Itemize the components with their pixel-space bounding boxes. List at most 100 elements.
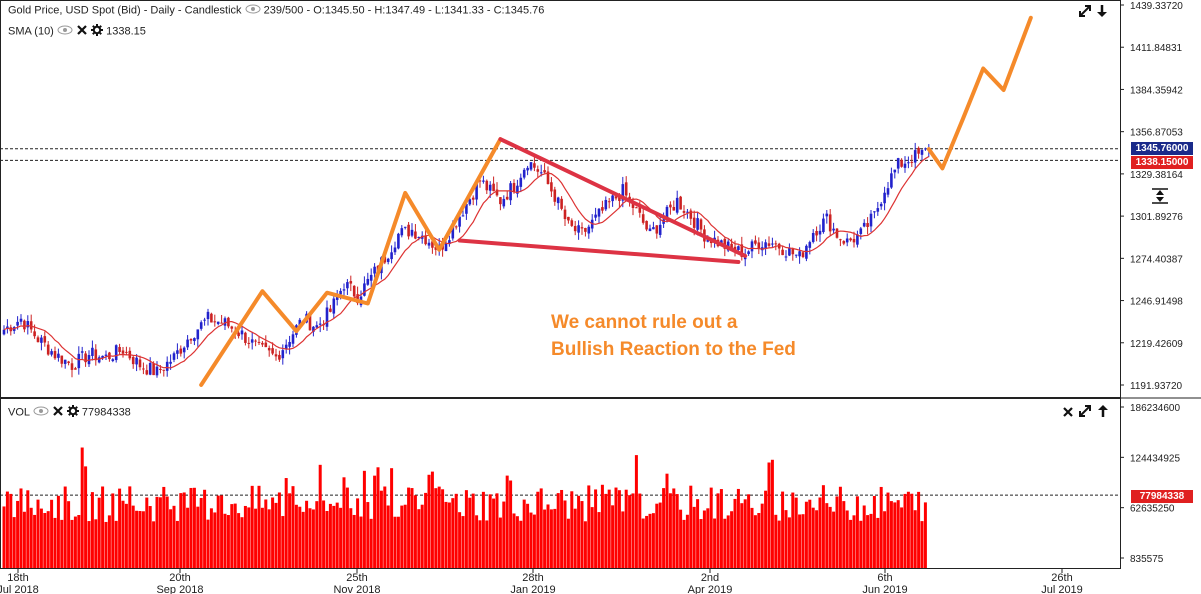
- candle-body: [247, 342, 251, 344]
- candle-body: [169, 361, 172, 364]
- y-tick-label: 1301.89276: [1130, 212, 1183, 223]
- candle-body: [856, 234, 859, 245]
- volume-bar: [315, 501, 319, 568]
- volume-bar: [672, 488, 676, 568]
- candle-body: [148, 362, 152, 375]
- candle-body: [811, 232, 815, 242]
- volume-bar: [325, 510, 329, 568]
- candle-body: [696, 218, 699, 230]
- volume-bar: [277, 492, 281, 568]
- volume-bar: [624, 489, 628, 568]
- volume-bar: [301, 511, 305, 568]
- volume-bar: [464, 490, 468, 568]
- volume-bar: [264, 499, 268, 568]
- candle-body: [560, 198, 563, 209]
- volume-bars: [2, 447, 927, 568]
- candle-body: [516, 185, 519, 194]
- volume-bar: [67, 501, 71, 568]
- candle-body: [461, 215, 465, 217]
- volume-bar: [16, 500, 20, 568]
- last-close-tag: 1345.76000: [1131, 142, 1193, 155]
- volume-bar: [808, 499, 812, 568]
- candle-body: [631, 201, 635, 209]
- candle-body: [210, 313, 213, 323]
- candle-body: [342, 289, 346, 291]
- volume-bar: [689, 485, 693, 568]
- expand-icon[interactable]: [1078, 4, 1092, 23]
- candle-body: [308, 312, 312, 331]
- volume-bar: [886, 492, 890, 568]
- volume-bar: [80, 447, 84, 568]
- volume-bar: [713, 518, 717, 568]
- candle-body: [410, 229, 414, 236]
- gear-icon[interactable]: [91, 24, 104, 39]
- candle-body: [468, 199, 472, 205]
- candle-body: [512, 183, 516, 192]
- volume-y-tick-label: 62635250: [1130, 504, 1175, 515]
- candle-body: [70, 363, 74, 370]
- drawings[interactable]: [199, 15, 1033, 387]
- candle-body: [750, 241, 754, 252]
- volume-bar: [604, 493, 608, 568]
- expand-icon[interactable]: [1078, 404, 1092, 423]
- candle-body: [434, 246, 438, 250]
- candle-body: [665, 206, 669, 218]
- volume-bar: [396, 516, 400, 568]
- candle-body: [832, 228, 835, 231]
- arrow-up-icon[interactable]: [1097, 404, 1109, 423]
- scale-handle[interactable]: [1150, 186, 1170, 211]
- candle-body: [896, 158, 900, 169]
- candle-body: [36, 337, 40, 343]
- volume-bar: [509, 480, 513, 568]
- candle-body: [601, 207, 604, 211]
- volume-bar: [60, 519, 64, 568]
- volume-bar: [386, 505, 390, 568]
- volume-bar: [311, 509, 315, 568]
- close-icon[interactable]: [1062, 405, 1074, 423]
- volume-bar: [757, 513, 761, 568]
- sma-tag: 1338.15000: [1131, 156, 1193, 169]
- eye-icon[interactable]: [33, 406, 49, 419]
- volume-bar: [434, 488, 438, 568]
- candle-body: [638, 207, 642, 213]
- volume-bar: [172, 505, 176, 568]
- candle-body: [502, 198, 506, 207]
- candle-body: [553, 189, 557, 202]
- candle-body: [883, 192, 886, 204]
- volume-bar: [70, 519, 74, 568]
- volume-bar: [342, 477, 346, 568]
- candle-body: [903, 163, 907, 168]
- candle-body: [424, 236, 427, 245]
- close-icon[interactable]: [76, 24, 88, 39]
- annotation-line-1: We cannot rule out a: [551, 312, 738, 333]
- volume-bar: [566, 518, 570, 568]
- candle-body: [50, 351, 53, 355]
- volume-bar: [526, 503, 530, 568]
- candle-body: [369, 274, 373, 281]
- volume-bar: [50, 499, 54, 568]
- eye-icon[interactable]: [57, 25, 73, 38]
- candle-body: [723, 238, 727, 249]
- x-tick-day: 6th: [877, 572, 892, 584]
- volume-bar: [730, 511, 734, 568]
- candle-body: [570, 220, 574, 226]
- gear-icon[interactable]: [66, 405, 79, 420]
- candle-body: [77, 353, 81, 369]
- candle-body: [237, 332, 240, 337]
- volume-bar: [165, 496, 169, 568]
- candle-body: [230, 326, 234, 329]
- candle-body: [352, 285, 356, 297]
- volume-bar: [209, 508, 213, 568]
- volume-bar: [413, 495, 417, 568]
- candle-body: [879, 203, 883, 207]
- x-tick-day: 26th: [1051, 572, 1072, 584]
- candle-body: [526, 167, 529, 171]
- volume-bar: [427, 474, 431, 568]
- candle-body: [584, 227, 587, 232]
- arrow-down-icon[interactable]: [1096, 4, 1108, 23]
- close-icon[interactable]: [52, 405, 64, 420]
- eye-icon[interactable]: [245, 4, 261, 17]
